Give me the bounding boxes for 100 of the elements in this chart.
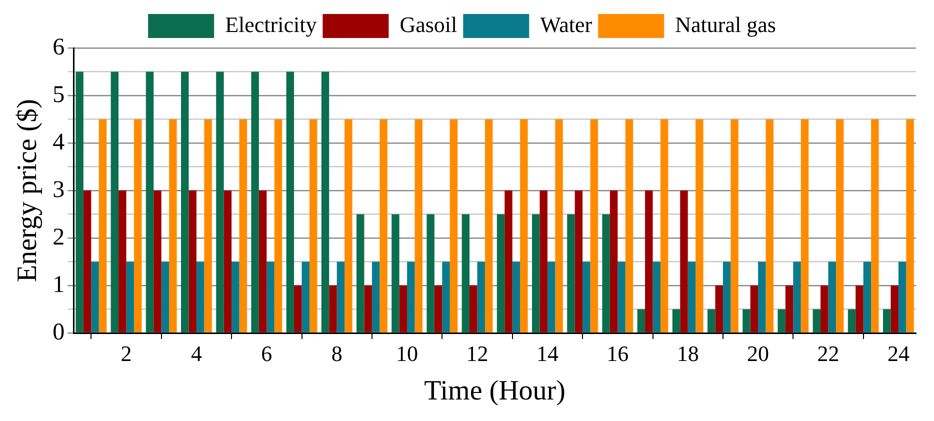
bar bbox=[344, 119, 352, 332]
bar bbox=[590, 119, 598, 332]
bar bbox=[309, 119, 318, 332]
bar bbox=[660, 119, 668, 332]
bar bbox=[266, 262, 274, 332]
bar bbox=[625, 119, 634, 332]
y-tick-label: 0 bbox=[52, 319, 65, 346]
bar bbox=[399, 286, 408, 332]
bar bbox=[216, 72, 224, 332]
bar bbox=[196, 262, 204, 332]
bar bbox=[329, 286, 337, 332]
bar bbox=[582, 262, 590, 332]
legend-label: Electricity bbox=[225, 12, 317, 37]
bar bbox=[722, 262, 731, 332]
bar bbox=[863, 262, 872, 332]
bar bbox=[372, 262, 380, 332]
bar bbox=[793, 262, 801, 332]
legend-label: Gasoil bbox=[400, 12, 458, 37]
bar bbox=[848, 309, 856, 332]
bar bbox=[251, 72, 259, 332]
bar bbox=[258, 190, 267, 332]
x-tick-label: 16 bbox=[606, 340, 629, 366]
bar bbox=[462, 214, 470, 332]
bar bbox=[484, 119, 493, 332]
bar bbox=[812, 309, 821, 332]
bar bbox=[828, 262, 836, 332]
bar bbox=[392, 214, 400, 332]
bar bbox=[750, 286, 758, 332]
bar bbox=[645, 190, 653, 332]
bar bbox=[778, 309, 786, 332]
bar bbox=[470, 286, 478, 332]
bar bbox=[906, 119, 914, 332]
bar bbox=[504, 190, 512, 332]
bar bbox=[181, 72, 189, 332]
bar bbox=[766, 119, 774, 332]
bar bbox=[520, 119, 528, 332]
bar bbox=[126, 262, 134, 332]
bar bbox=[555, 119, 563, 332]
bar bbox=[302, 262, 310, 332]
bar bbox=[696, 119, 704, 332]
bar bbox=[204, 119, 212, 332]
bar bbox=[336, 262, 345, 332]
bar bbox=[890, 286, 898, 332]
bar bbox=[434, 286, 442, 332]
y-tick-label: 6 bbox=[52, 34, 65, 60]
bar bbox=[146, 72, 154, 332]
bar bbox=[898, 262, 906, 332]
bar bbox=[496, 214, 505, 332]
bar bbox=[871, 119, 879, 332]
x-tick-label: 8 bbox=[331, 340, 342, 366]
bar bbox=[610, 190, 618, 332]
y-tick-label: 3 bbox=[52, 176, 65, 203]
x-tick-label: 10 bbox=[396, 340, 418, 366]
bar bbox=[567, 214, 575, 332]
bar bbox=[321, 72, 330, 332]
bar bbox=[800, 119, 809, 332]
bar bbox=[785, 286, 794, 332]
x-tick-label: 18 bbox=[676, 340, 699, 366]
x-tick-label: 6 bbox=[261, 340, 272, 366]
bar bbox=[883, 309, 891, 332]
bar bbox=[450, 119, 458, 332]
y-tick-label: 5 bbox=[52, 82, 65, 108]
y-tick-label: 2 bbox=[52, 224, 65, 250]
bar bbox=[414, 119, 422, 332]
bar bbox=[856, 286, 864, 332]
bar bbox=[188, 190, 196, 332]
bar bbox=[110, 72, 119, 332]
bar bbox=[407, 262, 415, 332]
y-tick-label: 4 bbox=[52, 129, 65, 156]
legend-label: Water bbox=[540, 12, 593, 37]
bar bbox=[274, 119, 282, 332]
bar bbox=[547, 262, 556, 332]
bar bbox=[356, 214, 364, 332]
bar bbox=[83, 190, 92, 332]
bar bbox=[118, 190, 126, 332]
bar bbox=[364, 286, 372, 332]
bar bbox=[239, 119, 247, 332]
bar bbox=[232, 262, 240, 332]
bar bbox=[574, 190, 583, 332]
bar bbox=[730, 119, 738, 332]
bar bbox=[820, 286, 828, 332]
bar bbox=[98, 119, 107, 332]
bar bbox=[154, 190, 162, 332]
bar bbox=[680, 190, 688, 332]
bar bbox=[76, 72, 84, 332]
x-tick-label: 12 bbox=[466, 340, 488, 366]
x-tick-label: 20 bbox=[747, 340, 770, 366]
bar bbox=[224, 190, 232, 332]
bar bbox=[380, 119, 388, 332]
bar bbox=[836, 119, 844, 332]
x-tick-label: 14 bbox=[536, 340, 558, 366]
x-tick-label: 22 bbox=[817, 340, 840, 366]
x-axis-title: Time (Hour) bbox=[424, 376, 566, 407]
bar bbox=[715, 286, 723, 332]
bar bbox=[637, 309, 646, 332]
x-tick-label: 24 bbox=[887, 340, 910, 366]
bar bbox=[758, 262, 766, 332]
bar bbox=[91, 262, 99, 332]
bar bbox=[532, 214, 540, 332]
bar bbox=[708, 309, 716, 332]
